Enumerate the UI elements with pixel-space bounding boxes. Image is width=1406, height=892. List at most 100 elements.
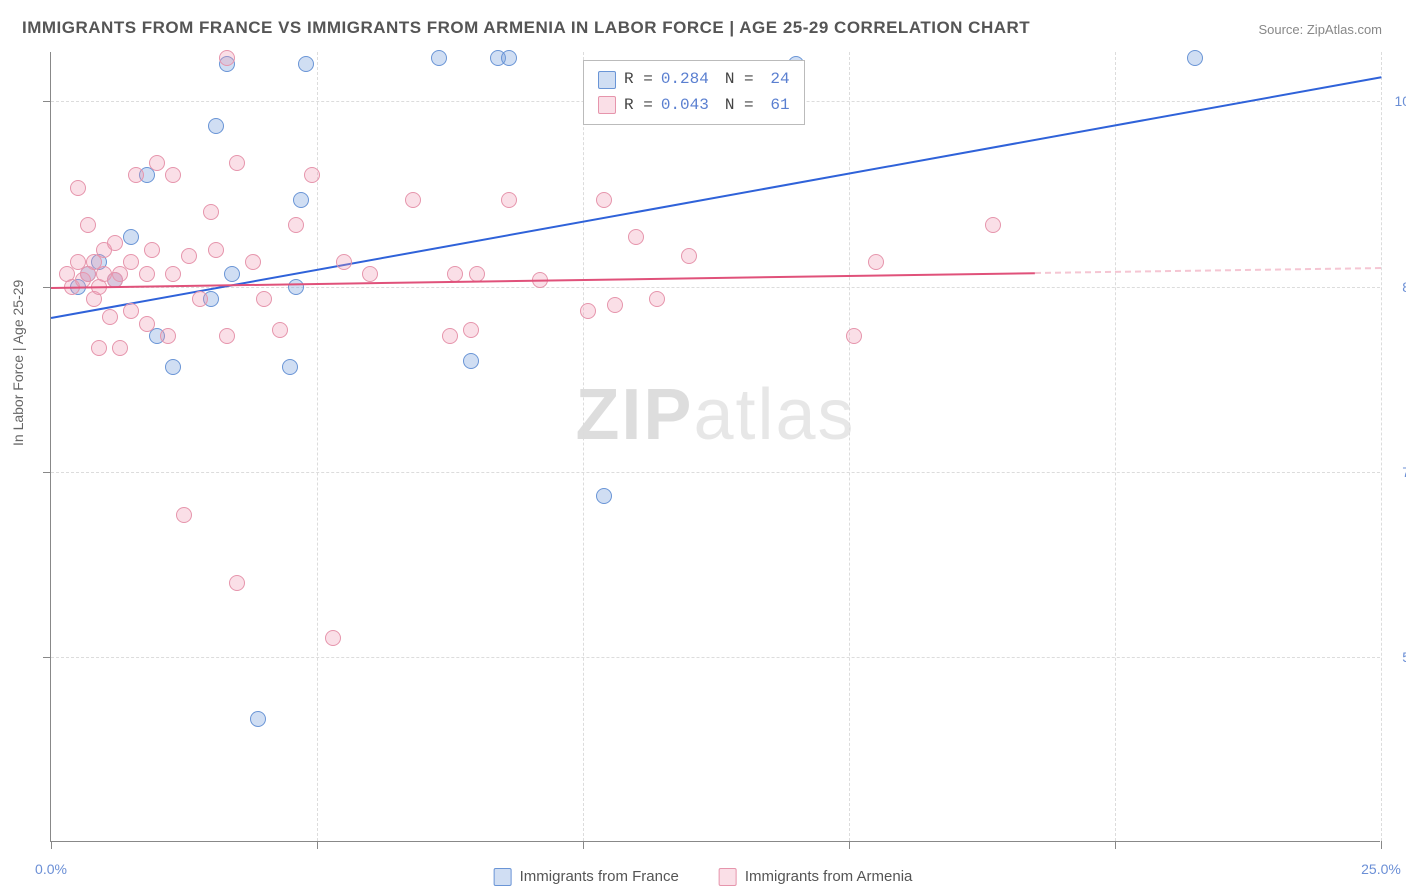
corr-n-label: N =: [725, 93, 754, 119]
data-point: [282, 359, 298, 375]
data-point: [80, 217, 96, 233]
corr-n-value: 24: [762, 67, 790, 93]
data-point: [203, 204, 219, 220]
data-point: [107, 235, 123, 251]
data-point: [70, 180, 86, 196]
chart-title: IMMIGRANTS FROM FRANCE VS IMMIGRANTS FRO…: [22, 18, 1030, 38]
watermark-bold: ZIP: [575, 375, 693, 455]
data-point: [208, 242, 224, 258]
data-point: [181, 248, 197, 264]
data-point: [224, 266, 240, 282]
legend-swatch: [494, 868, 512, 886]
y-tick-label: 70.0%: [1402, 464, 1406, 480]
trend-line: [1035, 267, 1381, 274]
data-point: [112, 340, 128, 356]
data-point: [501, 50, 517, 66]
data-point: [229, 155, 245, 171]
data-point: [628, 229, 644, 245]
data-point: [293, 192, 309, 208]
data-point: [463, 322, 479, 338]
legend-label: Immigrants from France: [520, 868, 679, 885]
data-point: [165, 167, 181, 183]
corr-r-value: 0.043: [661, 93, 717, 119]
x-tick-mark: [1115, 841, 1116, 849]
y-tick-label: 100.0%: [1395, 93, 1406, 109]
x-tick-label: 25.0%: [1361, 861, 1401, 877]
legend-bottom: Immigrants from France Immigrants from Ar…: [494, 868, 913, 886]
gridline-v: [849, 52, 850, 841]
gridline-h: [51, 287, 1380, 288]
legend-label: Immigrants from Armenia: [745, 868, 913, 885]
data-point: [431, 50, 447, 66]
data-point: [144, 242, 160, 258]
data-point: [336, 254, 352, 270]
data-point: [325, 630, 341, 646]
data-point: [245, 254, 261, 270]
corr-legend-row: R = 0.284 N = 24: [598, 67, 790, 93]
data-point: [501, 192, 517, 208]
x-tick-label: 0.0%: [35, 861, 67, 877]
data-point: [985, 217, 1001, 233]
corr-swatch: [598, 71, 616, 89]
legend-item: Immigrants from Armenia: [719, 868, 913, 886]
data-point: [102, 309, 118, 325]
data-point: [176, 507, 192, 523]
y-tick-label: 85.0%: [1402, 279, 1406, 295]
watermark-rest: atlas: [693, 375, 855, 455]
data-point: [192, 291, 208, 307]
data-point: [607, 297, 623, 313]
data-point: [649, 291, 665, 307]
data-point: [1187, 50, 1203, 66]
data-point: [219, 328, 235, 344]
gridline-h: [51, 657, 1380, 658]
data-point: [139, 266, 155, 282]
data-point: [123, 254, 139, 270]
data-point: [208, 118, 224, 134]
data-point: [447, 266, 463, 282]
x-tick-mark: [317, 841, 318, 849]
corr-n-label: N =: [725, 67, 754, 93]
data-point: [580, 303, 596, 319]
data-point: [868, 254, 884, 270]
x-tick-mark: [583, 841, 584, 849]
data-point: [288, 217, 304, 233]
data-point: [304, 167, 320, 183]
gridline-v: [1381, 52, 1382, 841]
x-tick-mark: [849, 841, 850, 849]
data-point: [229, 575, 245, 591]
data-point: [123, 303, 139, 319]
correlation-legend: R = 0.284 N = 24 R = 0.043 N = 61: [583, 60, 805, 125]
data-point: [160, 328, 176, 344]
y-tick-label: 55.0%: [1402, 649, 1406, 665]
data-point: [272, 322, 288, 338]
plot-area: ZIPatlas 55.0%70.0%85.0%100.0%0.0%25.0%R…: [50, 52, 1380, 842]
corr-swatch: [598, 96, 616, 114]
gridline-h: [51, 472, 1380, 473]
data-point: [846, 328, 862, 344]
data-point: [165, 359, 181, 375]
watermark: ZIPatlas: [575, 374, 855, 456]
data-point: [681, 248, 697, 264]
data-point: [596, 488, 612, 504]
corr-r-label: R =: [624, 93, 653, 119]
data-point: [91, 340, 107, 356]
data-point: [250, 711, 266, 727]
data-point: [463, 353, 479, 369]
y-axis-label: In Labor Force | Age 25-29: [10, 280, 26, 446]
data-point: [128, 167, 144, 183]
legend-swatch: [719, 868, 737, 886]
x-tick-mark: [1381, 841, 1382, 849]
y-tick-mark: [43, 472, 51, 473]
y-tick-mark: [43, 101, 51, 102]
corr-n-value: 61: [762, 93, 790, 119]
data-point: [219, 50, 235, 66]
data-point: [256, 291, 272, 307]
data-point: [442, 328, 458, 344]
data-point: [288, 279, 304, 295]
data-point: [139, 316, 155, 332]
x-tick-mark: [51, 841, 52, 849]
data-point: [596, 192, 612, 208]
y-tick-mark: [43, 657, 51, 658]
corr-r-value: 0.284: [661, 67, 717, 93]
corr-r-label: R =: [624, 67, 653, 93]
